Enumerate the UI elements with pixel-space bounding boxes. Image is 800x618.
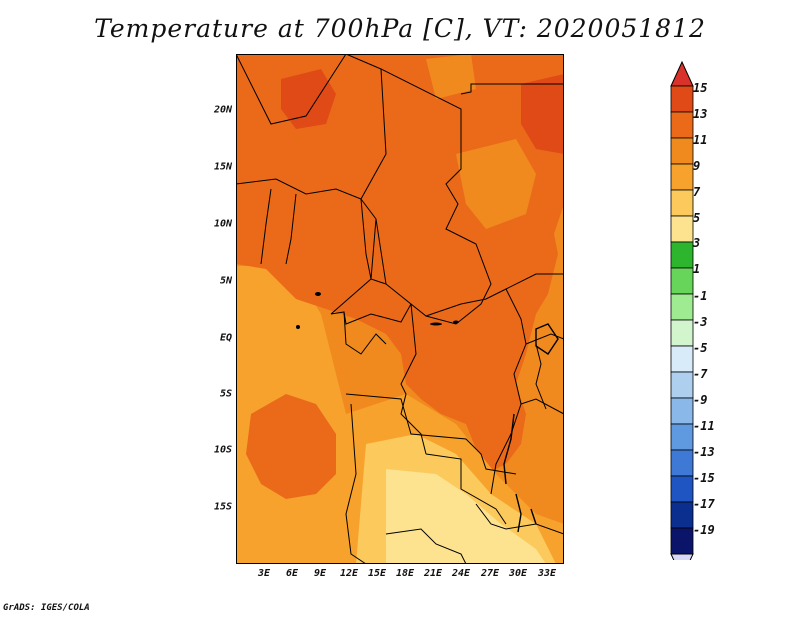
lon-label: 24E bbox=[451, 568, 471, 579]
colorbar-label: -15 bbox=[693, 471, 715, 485]
field-9-11-patch-n bbox=[426, 54, 476, 99]
colorbar-swatch bbox=[670, 345, 694, 373]
colorbar-swatch bbox=[670, 111, 694, 139]
colorbar-swatch bbox=[670, 449, 694, 477]
lat-label: 10N bbox=[213, 218, 232, 230]
field-11-13-sw bbox=[246, 394, 336, 499]
lon-label: 9E bbox=[313, 568, 327, 579]
colorbar-label: 7 bbox=[693, 185, 701, 199]
colorbar-swatch bbox=[670, 397, 694, 425]
colorbar-label: -9 bbox=[693, 393, 708, 407]
colorbar-label: -3 bbox=[693, 315, 708, 329]
colorbar-swatch bbox=[670, 319, 694, 347]
colorbar-swatch bbox=[670, 189, 694, 217]
field-9-11-patch-ne bbox=[456, 139, 536, 229]
lat-label: EQ bbox=[219, 332, 232, 344]
lat-label: 15S bbox=[213, 501, 232, 513]
colorbar-swatch bbox=[670, 371, 694, 399]
colorbar-label: -17 bbox=[693, 497, 715, 511]
colorbar-swatch bbox=[670, 501, 694, 529]
colorbar-swatch bbox=[670, 527, 694, 555]
lon-label: 18E bbox=[395, 568, 415, 579]
colorbar-swatch bbox=[670, 267, 694, 295]
colorbar-label: -13 bbox=[693, 445, 715, 459]
lat-label: 15N bbox=[213, 161, 232, 173]
colorbar-swatch bbox=[670, 215, 694, 243]
lat-label: 5S bbox=[219, 388, 232, 400]
lat-label: 20N bbox=[213, 104, 232, 116]
colorbar-arrow-bottom bbox=[670, 553, 694, 560]
temperature-map bbox=[236, 54, 564, 564]
colorbar-label: 13 bbox=[693, 107, 708, 121]
colorbar-label: -11 bbox=[693, 419, 715, 433]
field-13-15-ne bbox=[521, 74, 564, 154]
colorbar-arrow-top bbox=[670, 60, 694, 87]
lon-label: 15E bbox=[367, 568, 387, 579]
colorbar-label: 3 bbox=[693, 236, 701, 250]
colorbar-label: -1 bbox=[693, 289, 708, 303]
colorbar bbox=[670, 60, 694, 560]
field-3-5 bbox=[386, 469, 546, 564]
lon-label: 3E bbox=[257, 568, 271, 579]
islands bbox=[296, 292, 459, 329]
colorbar-swatch bbox=[670, 85, 694, 113]
colorbar-swatch bbox=[670, 293, 694, 321]
colorbar-swatch bbox=[670, 163, 694, 191]
lon-label: 21E bbox=[423, 568, 443, 579]
colorbar-label: 11 bbox=[693, 133, 708, 147]
lon-label: 12E bbox=[339, 568, 359, 579]
lat-label: 10S bbox=[213, 444, 232, 456]
colorbar-swatch bbox=[670, 137, 694, 165]
lon-label: 27E bbox=[480, 568, 500, 579]
colorbar-label: 5 bbox=[693, 211, 701, 225]
colorbar-swatch bbox=[670, 423, 694, 451]
field-13-15-nw bbox=[281, 69, 336, 129]
map-frame bbox=[236, 54, 564, 564]
colorbar-label: 15 bbox=[693, 81, 708, 95]
colorbar-label: -7 bbox=[693, 367, 708, 381]
lon-label: 33E bbox=[537, 568, 557, 579]
country-borders bbox=[236, 54, 564, 564]
lakes bbox=[503, 323, 559, 533]
map-svg bbox=[236, 54, 564, 564]
colorbar-label: 1 bbox=[693, 262, 701, 276]
colorbar-label: 9 bbox=[693, 159, 701, 173]
colorbar-swatch bbox=[670, 241, 694, 269]
lat-label: 5N bbox=[219, 275, 232, 287]
grads-credit: GrADS: IGES/COLA bbox=[3, 603, 90, 613]
lon-label: 6E bbox=[285, 568, 299, 579]
colorbar-swatch bbox=[670, 475, 694, 503]
colorbar-label: -5 bbox=[693, 341, 708, 355]
colorbar-label: -19 bbox=[693, 523, 715, 537]
lon-label: 30E bbox=[508, 568, 528, 579]
chart-title: Temperature at 700hPa [C], VT: 202005181… bbox=[94, 14, 706, 43]
